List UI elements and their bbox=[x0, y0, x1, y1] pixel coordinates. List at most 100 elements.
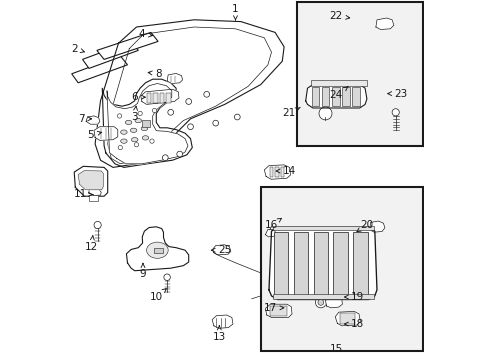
Text: 9: 9 bbox=[140, 264, 146, 279]
Text: 11: 11 bbox=[74, 189, 93, 199]
Text: 21: 21 bbox=[281, 107, 300, 118]
Bar bbox=[280, 167, 284, 177]
Polygon shape bbox=[375, 18, 393, 30]
Polygon shape bbox=[107, 84, 187, 164]
Ellipse shape bbox=[121, 130, 127, 134]
Text: 8: 8 bbox=[148, 69, 162, 79]
Ellipse shape bbox=[130, 128, 137, 132]
Text: 20: 20 bbox=[356, 220, 373, 231]
Ellipse shape bbox=[125, 120, 132, 125]
Circle shape bbox=[187, 124, 193, 130]
Circle shape bbox=[315, 297, 325, 308]
Ellipse shape bbox=[135, 118, 141, 123]
Text: 19: 19 bbox=[344, 292, 364, 302]
Circle shape bbox=[162, 155, 168, 161]
Bar bbox=[146, 93, 151, 103]
Text: 3: 3 bbox=[131, 106, 138, 122]
Text: 17: 17 bbox=[263, 303, 283, 313]
Polygon shape bbox=[264, 165, 290, 179]
Text: 5: 5 bbox=[87, 130, 102, 140]
Polygon shape bbox=[72, 56, 127, 83]
Bar bbox=[322, 87, 329, 106]
Bar bbox=[153, 93, 158, 103]
Circle shape bbox=[185, 99, 191, 104]
Bar bbox=[269, 167, 273, 177]
Text: 16: 16 bbox=[264, 219, 281, 230]
Polygon shape bbox=[325, 296, 342, 308]
Polygon shape bbox=[212, 245, 230, 255]
Polygon shape bbox=[89, 188, 101, 195]
Bar bbox=[166, 93, 170, 103]
Polygon shape bbox=[126, 227, 188, 271]
Polygon shape bbox=[265, 304, 291, 318]
Text: 7: 7 bbox=[78, 114, 91, 124]
Ellipse shape bbox=[146, 242, 168, 258]
Polygon shape bbox=[78, 171, 103, 190]
Circle shape bbox=[149, 139, 154, 143]
Bar bbox=[340, 313, 355, 324]
Circle shape bbox=[177, 151, 182, 157]
Bar bbox=[269, 306, 286, 316]
Bar bbox=[311, 87, 319, 106]
Text: 2: 2 bbox=[71, 44, 84, 54]
Text: 1: 1 bbox=[232, 4, 238, 20]
Bar bbox=[273, 294, 373, 299]
Text: 12: 12 bbox=[85, 236, 98, 252]
Bar bbox=[342, 87, 349, 106]
Ellipse shape bbox=[141, 126, 147, 131]
Polygon shape bbox=[82, 41, 138, 68]
Bar bbox=[352, 232, 367, 295]
Bar bbox=[296, 2, 422, 146]
Polygon shape bbox=[74, 166, 107, 196]
Polygon shape bbox=[97, 32, 158, 59]
Circle shape bbox=[94, 221, 101, 229]
Text: 24: 24 bbox=[329, 87, 347, 100]
Circle shape bbox=[163, 274, 170, 280]
Polygon shape bbox=[305, 85, 366, 108]
Bar bbox=[142, 120, 149, 127]
Polygon shape bbox=[86, 116, 100, 124]
Circle shape bbox=[152, 108, 156, 113]
Polygon shape bbox=[268, 228, 376, 300]
Bar bbox=[333, 232, 347, 295]
Bar bbox=[332, 87, 339, 106]
Polygon shape bbox=[335, 311, 360, 326]
Polygon shape bbox=[167, 73, 182, 84]
Ellipse shape bbox=[142, 136, 148, 140]
Circle shape bbox=[134, 143, 139, 147]
Ellipse shape bbox=[121, 139, 127, 143]
Circle shape bbox=[167, 109, 173, 115]
Polygon shape bbox=[265, 229, 275, 237]
Bar bbox=[153, 248, 163, 253]
Bar bbox=[352, 87, 359, 106]
Circle shape bbox=[212, 120, 218, 126]
Bar bbox=[310, 80, 366, 86]
Bar bbox=[260, 187, 422, 351]
Polygon shape bbox=[369, 221, 384, 232]
Polygon shape bbox=[94, 127, 118, 140]
Bar bbox=[159, 93, 164, 103]
Text: 6: 6 bbox=[131, 92, 145, 102]
Circle shape bbox=[318, 107, 331, 120]
Text: 10: 10 bbox=[149, 289, 166, 302]
Text: 13: 13 bbox=[212, 326, 225, 342]
Text: 15: 15 bbox=[329, 344, 342, 354]
Bar bbox=[313, 232, 327, 295]
Circle shape bbox=[203, 91, 209, 97]
Circle shape bbox=[117, 114, 122, 118]
Bar bbox=[275, 167, 278, 177]
Text: 4: 4 bbox=[138, 29, 152, 39]
Circle shape bbox=[138, 111, 142, 116]
Text: 23: 23 bbox=[387, 89, 407, 99]
Bar bbox=[273, 232, 288, 295]
Circle shape bbox=[234, 114, 240, 120]
Text: 25: 25 bbox=[211, 245, 231, 255]
Circle shape bbox=[391, 109, 399, 116]
Circle shape bbox=[118, 145, 122, 150]
Bar bbox=[89, 195, 98, 201]
Text: 18: 18 bbox=[344, 319, 364, 329]
Bar bbox=[293, 232, 307, 295]
Text: 22: 22 bbox=[329, 11, 349, 21]
Polygon shape bbox=[212, 315, 232, 328]
Polygon shape bbox=[141, 89, 179, 104]
